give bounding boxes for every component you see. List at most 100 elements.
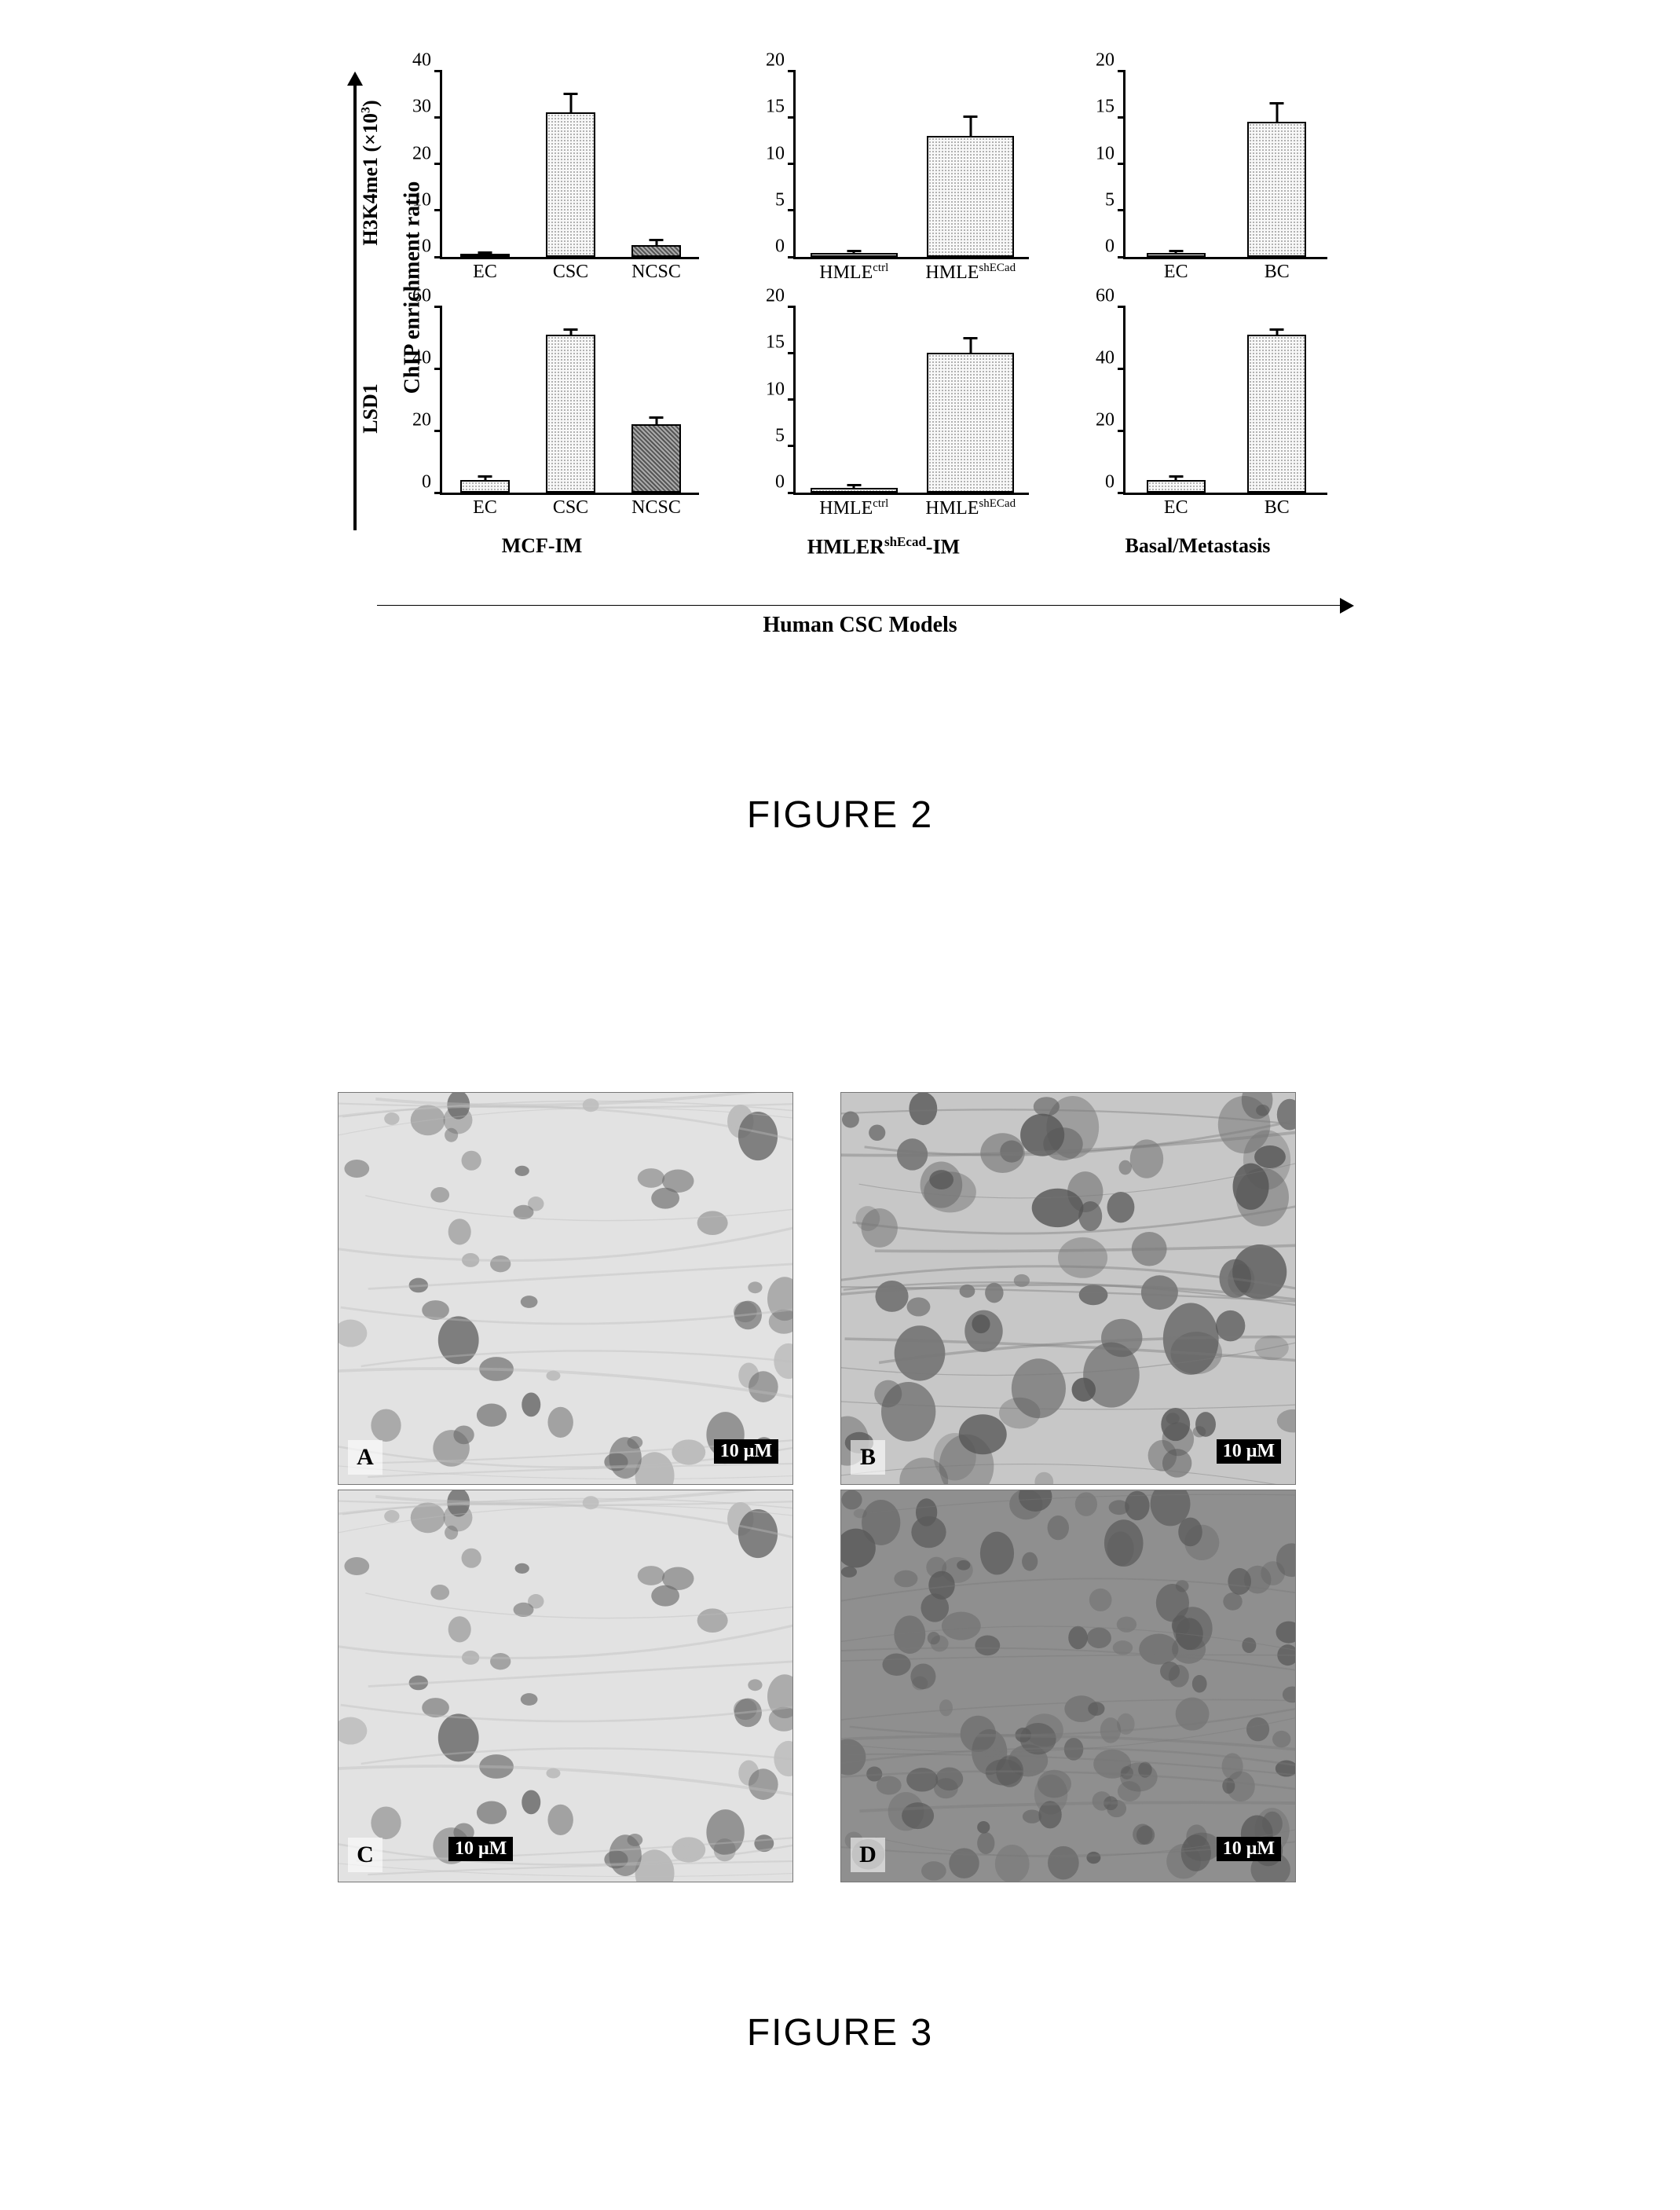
- y-tick: [788, 163, 796, 165]
- panel-letter: A: [348, 1440, 382, 1475]
- y-tick: [434, 70, 442, 72]
- x-tick-label: NCSC: [631, 262, 681, 283]
- panel-lsd1-mcf: LSD1 0204060ECCSCNCSC: [377, 299, 707, 519]
- y-tick: [788, 209, 796, 211]
- error-bar: [655, 240, 657, 245]
- y-tick-label: 5: [775, 425, 785, 446]
- x-tick-label: EC: [473, 262, 497, 283]
- figure-3-micrographs: A10 μM B10 μM C10 μM D10 μM: [338, 1092, 1296, 1882]
- x-axis-arrow-icon: [377, 605, 1343, 606]
- y-tick: [1118, 306, 1125, 308]
- y-tick-label: 20: [766, 286, 785, 307]
- x-tick-label: EC: [1164, 497, 1188, 519]
- y-tick-label: 15: [766, 97, 785, 118]
- y-tick-label: 20: [412, 143, 431, 164]
- y-tick: [1118, 256, 1125, 258]
- row-label-h3k4me1: H3K4me1 (×103): [359, 100, 382, 245]
- y-tick-label: 0: [1105, 472, 1115, 493]
- y-tick: [434, 209, 442, 211]
- col-label-hmler: HMLERshEcad-IM: [730, 534, 1037, 559]
- error-bar: [1276, 330, 1278, 335]
- x-tick-label: EC: [1164, 262, 1188, 283]
- panel-letter: C: [348, 1838, 382, 1872]
- y-tick-label: 20: [412, 410, 431, 431]
- y-tick-label: 0: [775, 472, 785, 493]
- y-tick-label: 0: [422, 236, 431, 258]
- plot-box: 0204060ECCSCNCSC: [440, 306, 699, 495]
- y-tick-label: 20: [1096, 410, 1115, 431]
- panel-h3k4me1-basal: 05101520ECBC: [1060, 63, 1335, 283]
- x-tick-label: HMLEshECad: [925, 497, 1016, 519]
- micrograph-texture: [841, 1490, 1295, 1882]
- x-tick-label: CSC: [553, 262, 588, 283]
- x-tick-label: HMLEctrl: [819, 497, 888, 519]
- y-tick-label: 0: [1105, 236, 1115, 258]
- column-labels: MCF-IM HMLERshEcad-IM Basal/Metastasis: [377, 534, 1382, 559]
- chart-bar: [631, 245, 681, 257]
- y-tick-label: 10: [1096, 143, 1115, 164]
- y-tick-label: 20: [766, 50, 785, 71]
- chart-bar: [1147, 253, 1206, 257]
- y-tick: [788, 256, 796, 258]
- x-axis-overall-label: Human CSC Models: [377, 613, 1343, 638]
- y-tick: [434, 116, 442, 119]
- y-tick-label: 15: [766, 332, 785, 354]
- y-tick: [788, 492, 796, 494]
- plot-box: 05101520HMLEctrlHMLEshECad: [793, 306, 1029, 495]
- error-bar: [1175, 251, 1177, 253]
- y-tick-label: 40: [412, 50, 431, 71]
- y-tick: [788, 352, 796, 354]
- y-tick-label: 30: [412, 97, 431, 118]
- y-tick-label: 0: [422, 472, 431, 493]
- y-tick-label: 60: [1096, 286, 1115, 307]
- x-tick-label: HMLEctrl: [819, 262, 888, 284]
- scale-bar-label: 10 μM: [714, 1439, 778, 1464]
- error-bar: [655, 418, 657, 424]
- chart-bar: [631, 424, 681, 493]
- page: ChIP enrichment ratio H3K4me1 (×103) 010…: [0, 0, 1680, 2210]
- x-tick-label: HMLEshECad: [925, 262, 1016, 284]
- chart-bar: [1247, 335, 1306, 493]
- y-tick: [434, 492, 442, 494]
- y-tick: [1118, 430, 1125, 432]
- y-tick: [1118, 209, 1125, 211]
- chart-grid: H3K4me1 (×103) 010203040ECCSCNCSC 051015…: [377, 63, 1382, 519]
- y-tick-label: 0: [775, 236, 785, 258]
- y-tick: [788, 398, 796, 401]
- panel-lsd1-basal: 0204060ECBC: [1060, 299, 1335, 519]
- y-tick: [1118, 116, 1125, 119]
- y-tick: [434, 430, 442, 432]
- y-tick: [434, 368, 442, 370]
- error-bar: [569, 94, 572, 113]
- y-tick-label: 5: [1105, 189, 1115, 211]
- y-tick: [1118, 70, 1125, 72]
- chart-bar: [546, 112, 595, 257]
- micrograph-a: A 10 μM: [338, 1092, 793, 1485]
- plot-box: 05101520HMLEctrlHMLEshECad: [793, 71, 1029, 259]
- x-tick-label: CSC: [553, 497, 588, 519]
- figure-2-charts: ChIP enrichment ratio H3K4me1 (×103) 010…: [377, 63, 1382, 559]
- y-tick: [788, 116, 796, 119]
- y-tick: [788, 70, 796, 72]
- chart-bar: [460, 480, 510, 493]
- plot-box: 010203040ECCSCNCSC: [440, 71, 699, 259]
- error-bar: [853, 486, 855, 489]
- error-bar: [853, 251, 855, 253]
- chart-bar: [546, 335, 595, 493]
- y-tick: [1118, 368, 1125, 370]
- y-tick: [434, 256, 442, 258]
- plot-box: 0204060ECBC: [1123, 306, 1327, 495]
- x-tick-label: EC: [473, 497, 497, 519]
- chart-bar: [927, 353, 1014, 493]
- y-tick-label: 10: [766, 379, 785, 400]
- error-bar: [569, 330, 572, 335]
- x-tick-label: BC: [1265, 262, 1290, 283]
- error-bar: [1175, 477, 1177, 480]
- micrograph-texture: [339, 1093, 792, 1484]
- y-tick-label: 15: [1096, 97, 1115, 118]
- error-bar: [1276, 104, 1278, 123]
- y-tick-label: 5: [775, 189, 785, 211]
- y-tick: [788, 445, 796, 447]
- micrograph-c: C10 μM: [338, 1490, 793, 1882]
- figure-3-caption: FIGURE 3: [0, 2011, 1680, 2054]
